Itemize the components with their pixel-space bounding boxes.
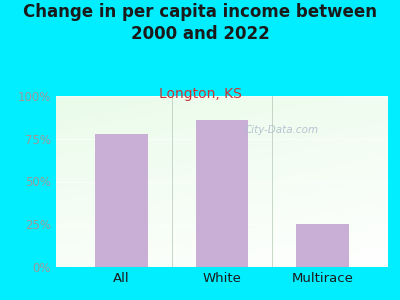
Bar xyxy=(196,120,248,267)
Bar xyxy=(95,134,148,267)
Text: City-Data.com: City-Data.com xyxy=(245,125,319,135)
Bar xyxy=(296,224,349,267)
Text: Change in per capita income between
2000 and 2022: Change in per capita income between 2000… xyxy=(23,3,377,43)
Text: Longton, KS: Longton, KS xyxy=(158,87,242,101)
